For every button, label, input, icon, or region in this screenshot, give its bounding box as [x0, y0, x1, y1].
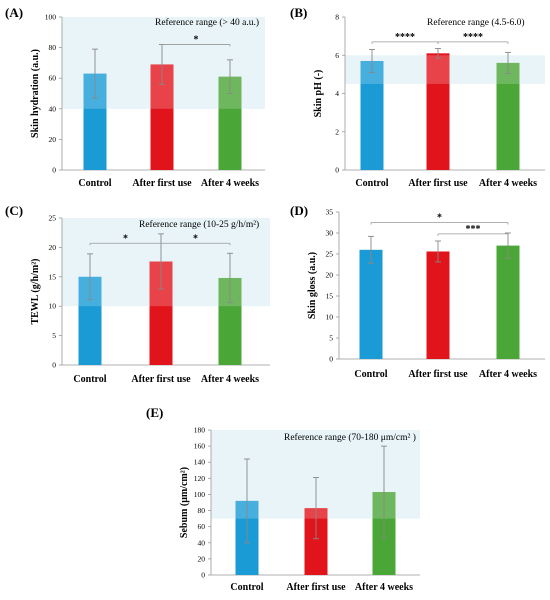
bar-after-4-weeks — [496, 62, 520, 170]
category-label: After first use — [408, 178, 468, 189]
y-tick-label: 15 — [326, 292, 334, 301]
y-tick-label: 15 — [49, 272, 57, 281]
y-tick-label: 5 — [329, 334, 333, 343]
y-tick-label: 140 — [194, 458, 206, 467]
category-label: Control — [354, 369, 387, 380]
y-tick-label: 180 — [194, 426, 206, 435]
bar-after-4-weeks — [218, 277, 242, 365]
y-tick-label: 10 — [49, 302, 57, 311]
bar-after-first-use — [426, 251, 450, 359]
y-tick-label: 20 — [49, 243, 57, 252]
y-axis-title: Skin pH (-) — [313, 70, 324, 118]
category-label: After 4 weeks — [201, 178, 259, 189]
bar-band-overlay — [150, 64, 174, 109]
y-tick-label: 8 — [335, 13, 339, 22]
bar-control — [359, 249, 383, 359]
y-tick-label: 20 — [49, 135, 57, 144]
y-tick-label: 0 — [201, 571, 205, 580]
significance-label: **** — [463, 32, 483, 43]
significance-label: * — [193, 233, 198, 244]
category-label: After 4 weeks — [479, 369, 537, 380]
bar-after-first-use — [149, 261, 173, 365]
category-label: After first use — [132, 178, 192, 189]
bar-after-first-use — [426, 53, 450, 170]
y-tick-label: 0 — [329, 355, 333, 364]
significance-label: **** — [395, 32, 415, 43]
y-tick-label: 40 — [49, 104, 57, 113]
y-tick-label: 10 — [326, 313, 334, 322]
bar-after-first-use — [150, 64, 174, 170]
reference-range-label: Reference range (70-180 μm/cm² ) — [284, 432, 416, 443]
category-label: Control — [73, 374, 106, 385]
panel-label: (D) — [290, 203, 308, 218]
chart-panel: 0 2 4 6 8 Control After first use After 4 weeks… — [290, 5, 545, 189]
y-tick-label: 4 — [335, 89, 339, 98]
category-label: After first use — [131, 374, 191, 385]
chart-panel: 0 5 10 15 20 25 30 35 Control After first use Afte… — [290, 203, 545, 380]
y-axis-title: Sebum (μm/cm²) — [179, 467, 190, 538]
category-label: After 4 weeks — [201, 374, 259, 385]
y-tick-label: 100 — [194, 490, 206, 499]
y-tick-label: 100 — [45, 13, 57, 22]
y-tick-label: 0 — [335, 166, 339, 175]
category-label: Control — [230, 582, 263, 593]
category-label: After first use — [286, 582, 346, 593]
y-tick-label: 160 — [194, 442, 206, 451]
panel-label: (E) — [146, 405, 163, 420]
chart-panel: 0 20 40 60 80 100 Control After first use After … — [5, 5, 265, 189]
chart-panel: 0 5 10 15 20 25 Control After first use After 4 … — [5, 203, 270, 385]
bar-after-first-use — [304, 508, 328, 575]
panel-label: (A) — [5, 5, 23, 20]
category-label: After 4 weeks — [479, 178, 537, 189]
y-axis-title: TEWL (g/h/m²) — [30, 258, 41, 324]
reference-range-label: Reference range (4.5-6.0) — [427, 17, 525, 28]
bar-band-overlay — [426, 55, 450, 84]
y-tick-label: 60 — [198, 522, 206, 531]
category-label: After 4 weeks — [355, 582, 413, 593]
y-tick-label: 35 — [326, 208, 334, 217]
y-tick-label: 5 — [52, 331, 56, 340]
chart-panel: 0 20 40 60 80 100 120 140 160 180 Control After fir… — [146, 405, 420, 593]
category-label: After first use — [408, 369, 468, 380]
y-tick-label: 80 — [198, 506, 206, 515]
significance-label: * — [123, 233, 128, 244]
y-tick-label: 80 — [49, 43, 57, 52]
significance-label: *** — [466, 224, 481, 235]
y-tick-label: 120 — [194, 474, 206, 483]
y-tick-label: 20 — [326, 271, 334, 280]
panel-label: (B) — [290, 5, 307, 20]
y-tick-label: 0 — [52, 361, 56, 370]
significance-label: * — [437, 213, 442, 224]
category-label: Control — [355, 178, 388, 189]
y-tick-label: 25 — [326, 250, 334, 259]
panel-label: (C) — [5, 203, 23, 218]
bar-control — [360, 60, 384, 170]
reference-range-label: Reference range (10-25 g/h/m²) — [139, 219, 259, 230]
y-tick-label: 40 — [198, 538, 206, 547]
bar-after-4-weeks — [218, 76, 242, 170]
y-axis-title: Skin hydration (a.u.) — [30, 49, 41, 138]
y-tick-label: 2 — [335, 127, 339, 136]
bar-control — [83, 73, 107, 170]
y-tick-label: 20 — [198, 554, 206, 563]
reference-range-label: Reference range (> 40 a.u.) — [155, 17, 259, 28]
significance-label: * — [194, 35, 199, 46]
y-tick-label: 6 — [335, 51, 339, 60]
y-tick-label: 25 — [49, 214, 57, 223]
y-tick-label: 0 — [52, 166, 56, 175]
category-label: Control — [78, 178, 111, 189]
y-tick-label: 30 — [326, 229, 334, 238]
bar-control — [78, 276, 102, 365]
y-tick-label: 60 — [49, 74, 57, 83]
y-axis-title: Skin gloss (a.u.) — [307, 252, 318, 319]
bar-after-4-weeks — [496, 245, 520, 359]
